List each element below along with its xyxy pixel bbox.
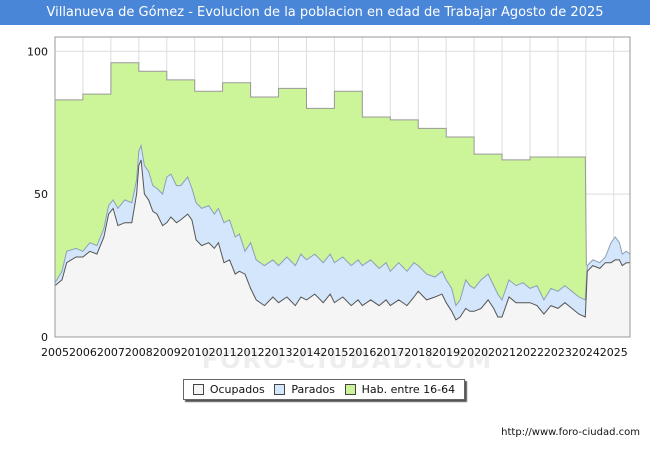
series-layer: FORO-CIUDAD.COM bbox=[54, 62, 631, 372]
x-tick-label-18: 2023 bbox=[544, 346, 572, 359]
x-tick-label-10: 2015 bbox=[320, 346, 348, 359]
x-tick-label-8: 2013 bbox=[265, 346, 293, 359]
y-tick-label-2: 100 bbox=[27, 45, 48, 58]
legend-label-ocupados: Ocupados bbox=[209, 383, 265, 396]
watermark: FORO-CIUDAD.COM bbox=[202, 346, 494, 372]
x-tick-label-5: 2010 bbox=[181, 346, 209, 359]
legend-item-habitantes: Hab. entre 16-64 bbox=[344, 383, 456, 396]
title-bar: Villanueva de Gómez - Evolucion de la po… bbox=[0, 0, 650, 25]
x-tick-label-14: 2019 bbox=[432, 346, 460, 359]
series-line-2 bbox=[54, 159, 630, 321]
x-tick-label-12: 2017 bbox=[376, 346, 404, 359]
x-tick-label-17: 2022 bbox=[516, 346, 544, 359]
y-tick-label-0: 0 bbox=[41, 331, 48, 344]
x-tick-label-19: 2024 bbox=[572, 346, 600, 359]
x-tick-label-20: 2025 bbox=[600, 346, 628, 359]
legend-label-parados: Parados bbox=[291, 383, 335, 396]
x-tick-label-9: 2014 bbox=[292, 346, 320, 359]
legend-swatch-ocupados bbox=[192, 384, 204, 395]
chart-title: Villanueva de Gómez - Evolucion de la po… bbox=[46, 5, 604, 20]
x-tick-label-1: 2006 bbox=[69, 346, 97, 359]
legend-swatch-habitantes bbox=[344, 384, 356, 395]
plot-frame bbox=[54, 36, 631, 338]
series-line-0 bbox=[55, 62, 587, 266]
x-tick-label-16: 2021 bbox=[488, 346, 516, 359]
x-tick-label-11: 2016 bbox=[348, 346, 376, 359]
x-tick-label-0: 2005 bbox=[41, 346, 69, 359]
x-tick-label-7: 2012 bbox=[237, 346, 265, 359]
legend-label-habitantes: Hab. entre 16-64 bbox=[361, 383, 456, 396]
footer-url: http://www.foro-ciudad.com bbox=[501, 427, 640, 438]
legend-item-ocupados: Ocupados bbox=[192, 383, 265, 396]
legend-swatch-parados bbox=[274, 384, 286, 395]
x-tick-label-15: 2020 bbox=[460, 346, 488, 359]
series-line-1 bbox=[54, 143, 631, 307]
y-tick-label-1: 50 bbox=[34, 188, 48, 201]
x-tick-label-4: 2009 bbox=[153, 346, 181, 359]
legend: Ocupados Parados Hab. entre 16-64 bbox=[183, 379, 465, 400]
x-tick-label-2: 2007 bbox=[97, 346, 125, 359]
x-tick-label-13: 2018 bbox=[404, 346, 432, 359]
x-tick-label-3: 2008 bbox=[125, 346, 153, 359]
legend-item-parados: Parados bbox=[274, 383, 335, 396]
x-tick-label-6: 2011 bbox=[209, 346, 237, 359]
series-area-2 bbox=[55, 159, 630, 337]
